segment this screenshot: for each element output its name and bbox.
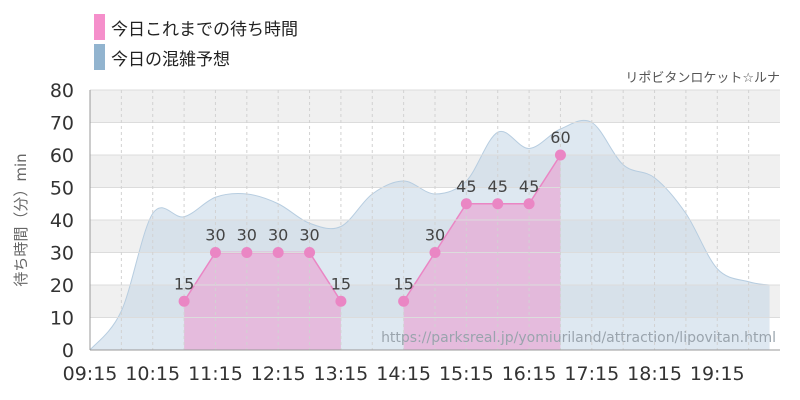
legend-swatch-actual [94,14,105,40]
data-point [209,247,221,258]
chart-credit: リポビタンロケット☆ルナ [625,71,780,86]
legend-item-actual[interactable]: 今日これまでの待ち時間 [94,12,298,42]
grid-band [90,90,780,123]
data-label: 15 [174,274,194,293]
data-point [429,247,441,258]
data-label: 15 [393,274,413,293]
data-label: 30 [425,226,445,245]
x-tick-label: 19:15 [690,363,745,385]
source-url-watermark: https://parksreal.jp/yomiuriland/attract… [381,330,776,346]
x-tick-label: 09:15 [63,363,118,385]
x-tick-label: 18:15 [627,363,682,385]
y-tick-label: 30 [50,243,74,265]
legend: 今日これまでの待ち時間 今日の混雑予想 [94,12,298,72]
x-tick-label: 16:15 [502,363,557,385]
axes: 0 10 20 30 40 50 60 70 80 09:15 10:15 11:15 12:15 13:… [50,80,780,385]
x-tick-label: 14:15 [376,363,431,385]
data-point [272,247,284,258]
data-point [554,149,566,161]
x-tick-label: 13:15 [314,363,369,385]
data-label: 45 [488,177,508,196]
data-point [241,247,253,258]
y-tick-label: 80 [50,80,74,102]
y-tick-label: 0 [62,340,74,362]
y-tick-label: 70 [50,113,74,135]
x-tick-label: 17:15 [564,363,619,385]
data-label: 30 [205,226,225,245]
y-tick-label: 10 [50,308,74,330]
y-tick-label: 20 [50,275,74,297]
y-tick-label: 40 [50,210,74,232]
legend-item-forecast[interactable]: 今日の混雑予想 [94,42,298,72]
x-tick-label: 11:15 [188,363,243,385]
data-point [460,198,472,210]
data-point [178,295,190,307]
data-label: 30 [237,226,257,245]
data-label: 30 [268,226,288,245]
data-point [492,198,504,210]
legend-label-forecast: 今日の混雑予想 [111,49,230,70]
data-label: 45 [519,177,539,196]
actual-line [403,154,562,302]
data-point [335,295,347,307]
legend-swatch-forecast [94,44,105,70]
x-tick-label: 12:15 [251,363,306,385]
data-point [398,295,410,307]
y-axis-label: 待ち時間（分）min [12,153,30,286]
legend-label-actual: 今日これまでの待ち時間 [111,19,298,40]
data-label: 60 [550,128,570,147]
data-labels: 15 30 30 30 30 15 15 30 45 45 45 60 [174,128,571,293]
x-tick-label: 15:15 [439,363,494,385]
data-label: 30 [299,226,319,245]
actual-area [184,252,341,350]
actual-points [178,149,566,307]
data-label: 45 [456,177,476,196]
data-point [523,198,535,210]
y-tick-label: 50 [50,178,74,200]
y-tick-label: 60 [50,145,74,167]
data-point [304,247,316,258]
data-label: 15 [331,274,351,293]
x-tick-label: 10:15 [125,363,180,385]
